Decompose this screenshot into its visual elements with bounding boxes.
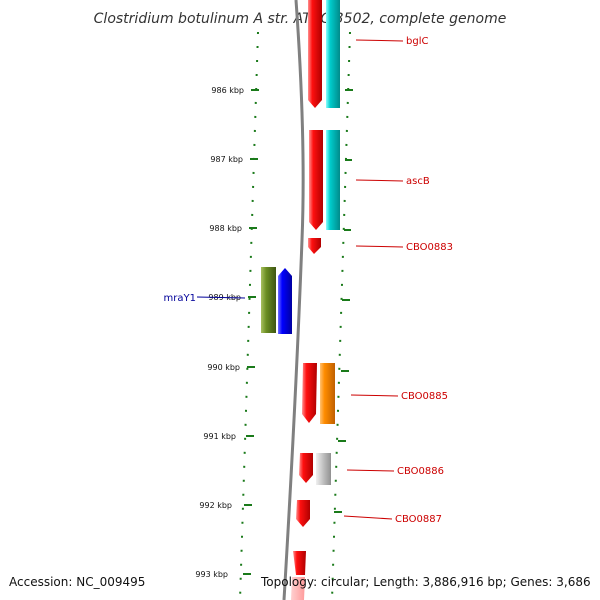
leader-line-mray1 (196, 296, 246, 299)
map-title: Clostridium botulinum A str. ATCC 3502, … (94, 11, 507, 27)
gene-label-ascb[interactable]: ascB (406, 176, 430, 187)
leader-line-bglc (355, 39, 404, 42)
gene-label-bglc[interactable]: bglC (406, 36, 428, 47)
tick-marks (243, 89, 353, 575)
gene-mray1-arrow[interactable] (278, 268, 292, 334)
gene-mray1-green-feature[interactable] (261, 267, 276, 333)
gene-ascb-arrow[interactable] (309, 130, 323, 230)
gene-label-cbo0887[interactable]: CBO0887 (395, 514, 442, 525)
cyan-feature-1[interactable] (326, 0, 340, 108)
gray-feature[interactable] (316, 453, 331, 485)
tick-label: 986 kbp (211, 86, 244, 95)
right-dot-track (331, 31, 351, 600)
topology-text: Topology: circular; Length: 3,886,916 bp… (260, 575, 591, 589)
gene-label-mray1[interactable]: mraY1 (164, 293, 196, 304)
gene-bglc-arrow[interactable] (308, 0, 322, 108)
gene-red-bottom-arrow[interactable] (293, 551, 306, 575)
leader-line-cbo0887 (343, 515, 393, 520)
leader-line-ascb (355, 179, 404, 182)
accession-text: Accession: NC_009495 (9, 575, 145, 589)
leader-line-cbo0885 (350, 394, 399, 397)
cyan-feature-2[interactable] (326, 130, 340, 230)
gene-label-cbo0885[interactable]: CBO0885 (401, 391, 448, 402)
gene-cbo0883-arrow[interactable] (308, 238, 321, 254)
tick-label: 990 kbp (207, 363, 240, 372)
tick-label: 993 kbp (195, 570, 228, 579)
tick-label: 992 kbp (199, 501, 232, 510)
gene-label-cbo0883[interactable]: CBO0883 (406, 242, 453, 253)
gene-label-cbo0886[interactable]: CBO0886 (397, 466, 444, 477)
gene-cbo0886-arrow[interactable] (299, 453, 313, 483)
gene-cbo0887-arrow[interactable] (296, 500, 310, 527)
leader-line-cbo0883 (355, 245, 404, 248)
left-dot-track (239, 31, 259, 600)
leader-line-cbo0886 (346, 469, 395, 472)
genome-backbone (282, 0, 305, 600)
gene-cbo0885-arrow[interactable] (302, 363, 317, 423)
tick-label: 991 kbp (203, 432, 236, 441)
tick-label: 988 kbp (209, 224, 242, 233)
gene-pink-bottom-feature[interactable] (291, 577, 305, 600)
tick-label: 987 kbp (210, 155, 243, 164)
orange-feature[interactable] (320, 363, 335, 424)
